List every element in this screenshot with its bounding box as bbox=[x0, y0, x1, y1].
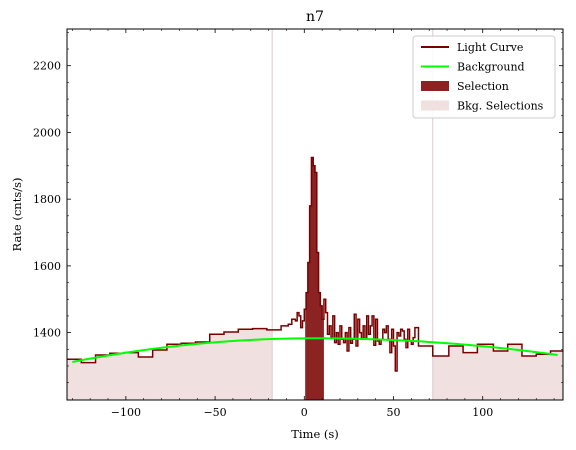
legend-label-2: Selection bbox=[457, 80, 509, 93]
legend-swatch-3 bbox=[421, 100, 449, 111]
x-tick-label-0: −100 bbox=[111, 406, 141, 419]
y-tick-label-1: 1600 bbox=[33, 260, 61, 273]
x-tick-label-3: 50 bbox=[387, 406, 401, 419]
axis-ticks: −100 −50 0 50 100 1400 1600 1800 2000 2200 bbox=[33, 29, 563, 419]
plot-area bbox=[67, 29, 563, 400]
x-axis-label: Time (s) bbox=[291, 427, 339, 441]
plot-content bbox=[67, 29, 563, 400]
y-tick-label-4: 2200 bbox=[33, 60, 61, 73]
legend-label-0: Light Curve bbox=[457, 41, 523, 54]
bkg-selection-fill-0 bbox=[67, 328, 273, 400]
legend-label-1: Background bbox=[457, 61, 525, 74]
x-tick-label-1: −50 bbox=[203, 406, 226, 419]
chart-title: n7 bbox=[306, 9, 324, 25]
y-tick-label-2: 1800 bbox=[33, 193, 61, 206]
legend-box bbox=[412, 35, 556, 119]
legend: Light Curve Background Selection Bkg. Selec… bbox=[412, 35, 556, 119]
y-axis-label: Rate (cnts/s) bbox=[10, 178, 24, 252]
legend-swatch-2 bbox=[421, 81, 449, 91]
y-tick-label-3: 2000 bbox=[33, 126, 61, 139]
background-line bbox=[72, 337, 558, 363]
x-tick-label-2: 0 bbox=[301, 406, 308, 419]
plot-frame bbox=[66, 28, 564, 401]
legend-label-3: Bkg. Selections bbox=[457, 100, 544, 113]
y-tick-label-0: 1400 bbox=[33, 327, 61, 340]
x-tick-label-4: 100 bbox=[472, 406, 493, 419]
bkg-selection-fill-1 bbox=[432, 344, 563, 400]
